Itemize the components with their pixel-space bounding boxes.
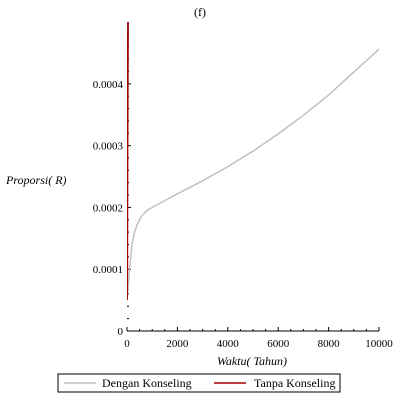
x-tick-label: 0	[124, 338, 130, 350]
x-tick-label: 10000	[365, 338, 393, 350]
y-axis-label: Proporsi( R)	[5, 173, 67, 187]
legend-label-dengan-konseling: Dengan Konseling	[102, 376, 192, 390]
x-tick-label: 6000	[267, 338, 290, 350]
y-tick-label: 0.0001	[93, 264, 123, 276]
x-tick-label: 2000	[166, 338, 189, 350]
series-line-dengan-konseling	[127, 48, 380, 301]
legend-box	[57, 373, 341, 393]
x-axis-label: Waktu( Tahun)	[217, 354, 287, 368]
series-line-tanpa-konseling	[127, 22, 129, 301]
y-tick-label: 0.0003	[93, 141, 124, 153]
x-tick-label: 8000	[318, 338, 341, 350]
y-tick-label: 0.0002	[93, 202, 123, 214]
y-tick-label: 0.0004	[93, 79, 124, 91]
y-tick-label: 0	[118, 326, 124, 338]
legend: Dengan Konseling Tanpa Konseling	[57, 373, 341, 393]
legend-label-tanpa-konseling: Tanpa Konseling	[254, 376, 335, 390]
x-tick-label: 4000	[217, 338, 240, 350]
chart-title: (f)	[194, 5, 206, 19]
plot-area: 0 2000 4000 6000 8000 10000 0 0.0001 0.0002 0.000…	[93, 22, 393, 350]
